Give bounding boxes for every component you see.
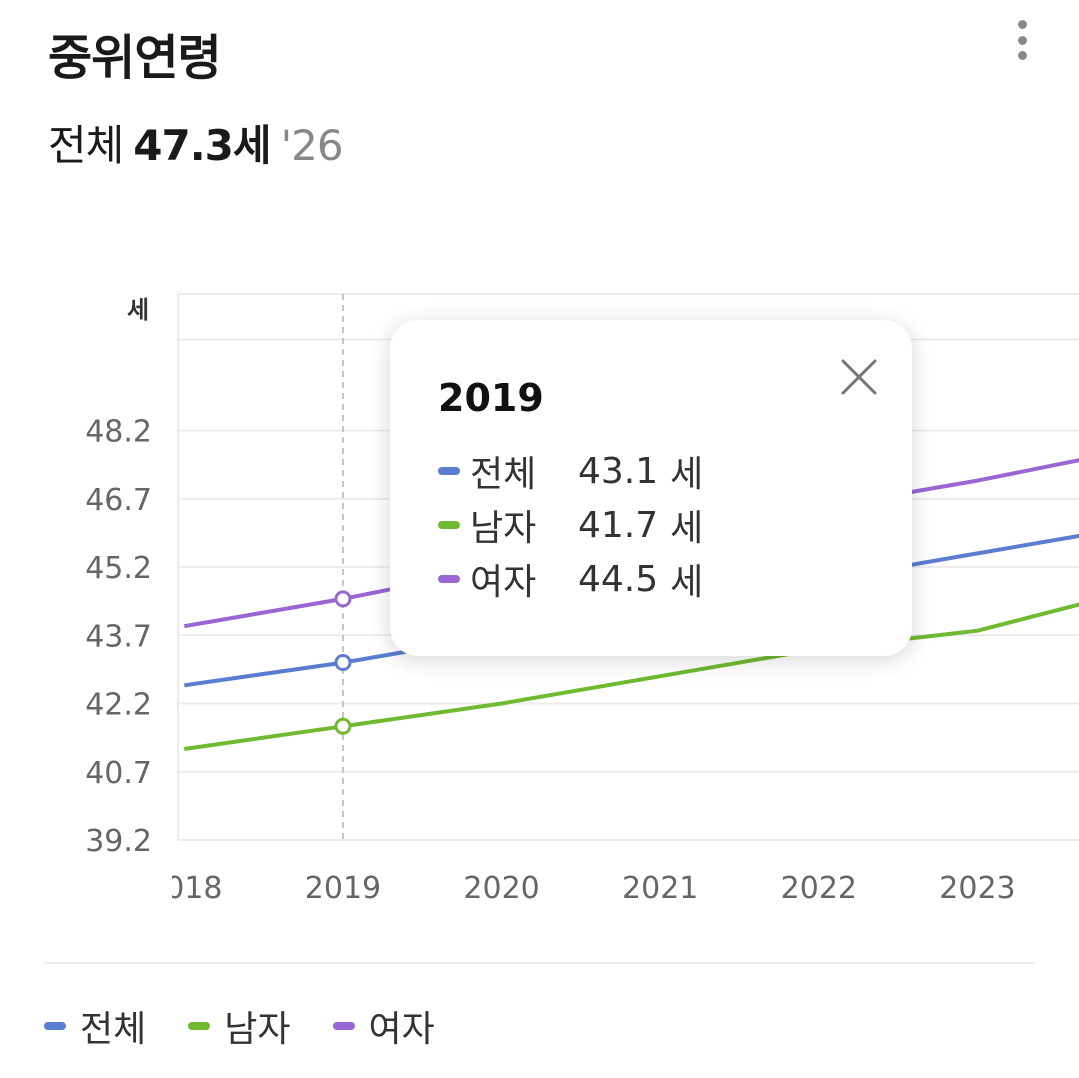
summary-value: 47.3세 bbox=[133, 121, 271, 170]
tooltip-value: 44.5 bbox=[578, 558, 659, 600]
tooltip-swatch-male bbox=[438, 521, 460, 529]
legend-swatch-total bbox=[44, 1022, 66, 1030]
x-tick-label: 2023 bbox=[939, 871, 1015, 906]
tooltip-row-total: 전체 43.1 세 bbox=[438, 446, 703, 496]
tooltip-unit: 세 bbox=[670, 454, 704, 495]
chart-tooltip: 2019 전체 43.1 세 남자 41.7 세 여자 44.5 세 bbox=[390, 320, 912, 656]
y-tick-label: 46.7 bbox=[85, 483, 152, 518]
tooltip-name: 전체 bbox=[470, 454, 537, 495]
y-axis-unit-label: 세 bbox=[127, 296, 149, 324]
legend-label: 여자 bbox=[368, 1009, 435, 1050]
highlight-point bbox=[334, 717, 352, 735]
tooltip-swatch-total bbox=[438, 467, 460, 475]
summary-label: 전체 bbox=[48, 121, 124, 170]
tooltip-value: 41.7 bbox=[578, 504, 659, 546]
tooltip-unit: 세 bbox=[670, 562, 704, 603]
legend-item-total[interactable]: 전체 bbox=[44, 1000, 146, 1052]
legend-swatch-female bbox=[332, 1022, 355, 1030]
more-vertical-icon bbox=[1017, 20, 1027, 29]
x-tick-label: 2018 bbox=[146, 871, 222, 906]
highlight-point bbox=[334, 654, 352, 672]
tooltip-unit: 세 bbox=[670, 508, 704, 549]
tooltip-swatch-female bbox=[438, 575, 460, 583]
more-vertical-icon-dot bbox=[1017, 35, 1027, 45]
x-tick-label: 2021 bbox=[622, 871, 698, 906]
legend-item-male[interactable]: 남자 bbox=[188, 1000, 291, 1052]
chart-legend: 전체 남자 여자 bbox=[44, 1000, 477, 1052]
legend-label: 전체 bbox=[80, 1009, 147, 1050]
x-tick-label: 2019 bbox=[305, 871, 381, 906]
more-options-button[interactable] bbox=[1004, 16, 1040, 64]
close-icon[interactable] bbox=[836, 354, 882, 400]
tooltip-row-female: 여자 44.5 세 bbox=[438, 554, 703, 604]
highlight-point bbox=[334, 590, 352, 608]
x-tick-label: 2020 bbox=[463, 871, 539, 906]
more-vertical-icon-dot bbox=[1017, 51, 1027, 60]
y-tick-label: 40.7 bbox=[85, 756, 152, 791]
tooltip-row-male: 남자 41.7 세 bbox=[438, 500, 703, 550]
tooltip-value: 43.1 bbox=[578, 450, 659, 492]
legend-swatch-male bbox=[188, 1022, 211, 1030]
y-tick-label: 43.7 bbox=[85, 619, 152, 654]
y-tick-label: 39.2 bbox=[85, 824, 152, 859]
page-title: 중위연령 bbox=[48, 30, 222, 86]
y-tick-label: 48.2 bbox=[85, 415, 152, 450]
tooltip-name: 여자 bbox=[470, 562, 537, 603]
legend-item-female[interactable]: 여자 bbox=[332, 1000, 435, 1052]
x-tick-label: 2022 bbox=[781, 871, 857, 906]
summary-line: 전체 47.3세 '26 bbox=[48, 112, 344, 173]
legend-label: 남자 bbox=[224, 1009, 291, 1050]
divider bbox=[44, 962, 1034, 964]
tooltip-year: 2019 bbox=[438, 376, 544, 420]
summary-year: '26 bbox=[280, 121, 344, 170]
tooltip-name: 남자 bbox=[470, 508, 537, 549]
y-tick-label: 45.2 bbox=[85, 551, 152, 586]
y-tick-label: 42.2 bbox=[85, 688, 152, 723]
